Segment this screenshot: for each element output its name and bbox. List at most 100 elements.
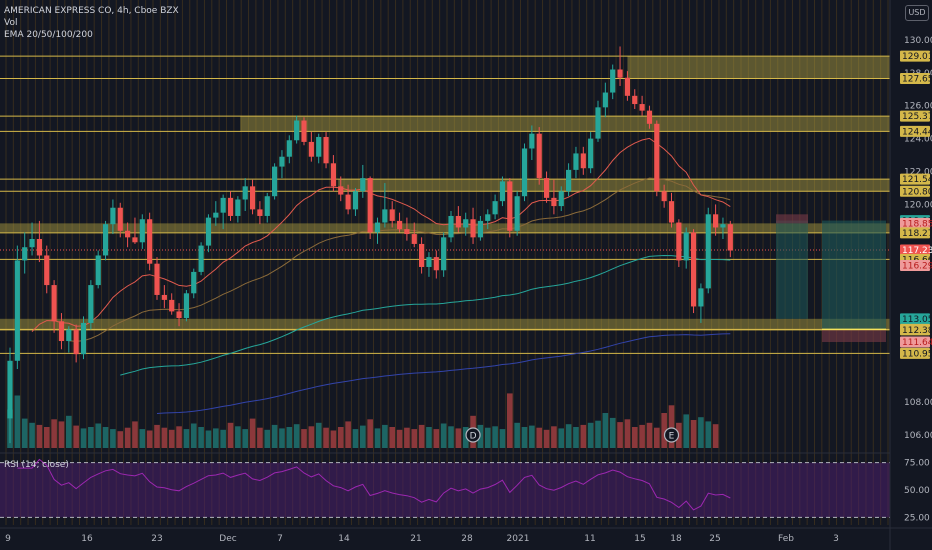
candle-body xyxy=(566,169,572,192)
price-level-value: 120.80 xyxy=(902,187,932,197)
candle xyxy=(676,219,682,267)
candle xyxy=(308,132,314,162)
price-level-tag xyxy=(900,259,930,271)
volume-bar xyxy=(257,427,263,448)
volume-bar xyxy=(514,422,520,448)
candle xyxy=(720,217,726,239)
candle xyxy=(580,146,586,175)
candle xyxy=(705,207,711,294)
candle-body xyxy=(323,136,329,164)
candle xyxy=(345,184,351,215)
candle-body xyxy=(573,153,579,170)
rsi-band xyxy=(0,462,890,518)
candle xyxy=(382,183,388,228)
event-marker xyxy=(465,427,481,443)
candle xyxy=(477,215,483,241)
volume-bar xyxy=(646,422,653,448)
volume-bar xyxy=(698,417,704,448)
volume-bar xyxy=(639,424,645,448)
candle xyxy=(698,283,704,323)
volume-bar xyxy=(536,427,542,448)
candle xyxy=(441,232,447,277)
ema-legend[interactable]: EMA 20/50/100/200 xyxy=(4,30,93,40)
price-level-value: 113.05 xyxy=(902,315,932,325)
candle xyxy=(617,46,623,86)
volume-bar xyxy=(433,429,440,448)
volume-bar xyxy=(602,413,609,448)
candle-body xyxy=(58,321,65,342)
price-level-value: 121.54 xyxy=(902,175,932,185)
candle xyxy=(690,229,697,314)
candle xyxy=(389,201,395,228)
candle-body xyxy=(29,239,35,248)
candle-body xyxy=(404,229,410,235)
candle xyxy=(646,105,653,129)
volume-bar xyxy=(308,426,315,448)
time-tick-label: 23 xyxy=(151,534,162,544)
volume-bar xyxy=(654,427,660,448)
volume-bar xyxy=(521,427,528,448)
candle xyxy=(147,212,153,271)
candle-body xyxy=(102,224,109,256)
candle xyxy=(661,184,667,208)
volume-bar xyxy=(337,427,344,448)
volume-bar xyxy=(580,424,587,448)
candle-body xyxy=(720,224,726,228)
volume-bar xyxy=(205,430,212,448)
candle-body xyxy=(426,257,432,267)
price-axis xyxy=(890,0,932,550)
rsi-legend[interactable]: RSI (14, close) xyxy=(4,460,69,470)
volume-bar xyxy=(66,415,72,448)
price-level-tag xyxy=(900,227,930,239)
volume-bar xyxy=(418,424,425,448)
volume-bar xyxy=(382,424,388,448)
price-level-tag xyxy=(900,125,930,137)
candle-body xyxy=(367,178,373,233)
volume-bar xyxy=(367,419,373,448)
ema-200-line xyxy=(156,333,731,414)
volume-bar xyxy=(227,422,234,448)
volume-bar xyxy=(330,430,337,448)
volume-bar xyxy=(499,429,506,448)
volume-legend[interactable]: Vol xyxy=(4,18,18,28)
candle xyxy=(272,163,278,200)
candle-body xyxy=(44,255,50,286)
candle-body xyxy=(683,232,689,261)
volume-bar xyxy=(43,427,50,448)
volume-bar xyxy=(360,425,366,448)
candle-body xyxy=(132,237,138,243)
candle-body xyxy=(551,197,557,207)
candle xyxy=(110,199,116,235)
currency-button[interactable]: USD xyxy=(905,5,929,21)
candle-body xyxy=(588,138,594,169)
candle-body xyxy=(147,219,153,264)
candle-body xyxy=(499,181,506,202)
candle-body xyxy=(7,360,13,419)
volume-bar xyxy=(624,419,631,448)
candle xyxy=(139,214,145,249)
price-level-value: 129.01 xyxy=(902,52,932,62)
candle-body xyxy=(507,181,513,231)
candle xyxy=(411,222,417,248)
candle-body xyxy=(88,285,94,323)
candle-body xyxy=(264,196,270,216)
candle xyxy=(73,324,79,363)
time-tick-label: 2021 xyxy=(507,534,530,544)
candle xyxy=(36,220,42,263)
candle-body xyxy=(227,197,234,216)
time-tick-label: 7 xyxy=(277,534,283,544)
candle-body xyxy=(389,209,395,221)
symbol-title[interactable]: AMERICAN EXPRESS CO, 4h, Cboe BZX xyxy=(4,6,179,16)
volume-bar xyxy=(190,423,197,448)
volume-bar xyxy=(315,422,322,448)
candle xyxy=(492,194,498,220)
candle-body xyxy=(698,288,704,307)
price-level-value: 116.29 xyxy=(902,261,932,271)
candle xyxy=(352,187,359,216)
price-level-tag xyxy=(900,324,930,336)
position-box-target xyxy=(822,220,886,330)
candle xyxy=(125,222,131,248)
volume-bar xyxy=(404,427,410,448)
candle-body xyxy=(345,194,351,210)
